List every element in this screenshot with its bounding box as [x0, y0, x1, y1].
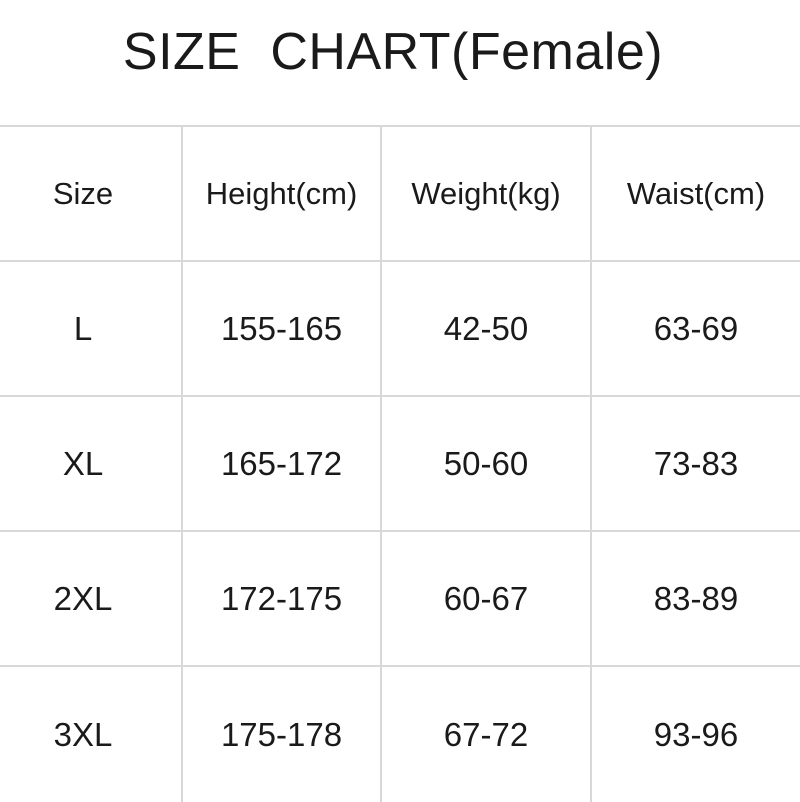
cell-size: 3XL	[53, 715, 113, 753]
cell-waist: 63-69	[590, 262, 800, 395]
cell-weight: 67-72	[380, 667, 590, 802]
table-row: 2XL 172-175 60-67 83-89	[0, 532, 800, 667]
cell-waist: 93-96	[590, 667, 800, 802]
header-height: Height(cm)	[181, 127, 380, 260]
cell-size: L	[73, 309, 93, 347]
header-weight: Weight(kg)	[380, 127, 590, 260]
table-row: 3XL 175-178 67-72 93-96	[0, 667, 800, 802]
size-chart-table: Size Height(cm) Weight(kg) Waist(cm) L 1…	[0, 125, 800, 802]
table-row: L 155-165 42-50 63-69	[0, 262, 800, 397]
header-row: Size Height(cm) Weight(kg) Waist(cm)	[0, 127, 800, 262]
cell-size: 2XL	[53, 579, 113, 617]
cell-weight: 42-50	[380, 262, 590, 395]
cell-waist: 83-89	[590, 532, 800, 665]
cell-height: 155-165	[181, 262, 380, 395]
cell-height: 172-175	[181, 532, 380, 665]
cell-waist: 73-83	[590, 397, 800, 530]
cell-height: 165-172	[181, 397, 380, 530]
cell-weight: 50-60	[380, 397, 590, 530]
table-row: XL 165-172 50-60 73-83	[0, 397, 800, 532]
page-title: SIZE CHART(Female)	[122, 23, 664, 81]
cell-weight: 60-67	[380, 532, 590, 665]
cell-size: XL	[62, 444, 104, 482]
header-waist: Waist(cm)	[590, 127, 800, 260]
cell-height: 175-178	[181, 667, 380, 802]
header-size: Size	[52, 175, 114, 211]
